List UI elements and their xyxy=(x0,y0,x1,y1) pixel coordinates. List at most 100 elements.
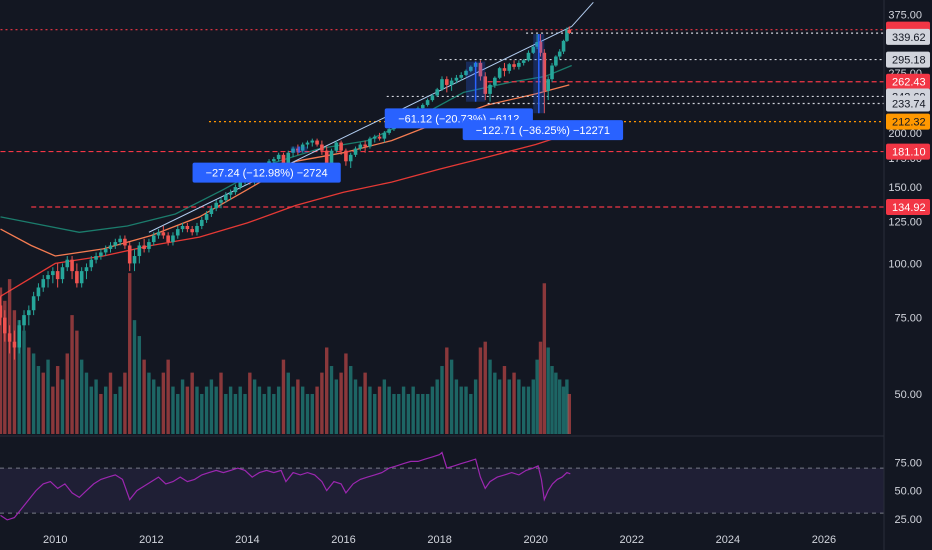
candle-body xyxy=(344,150,348,162)
candle-body xyxy=(493,77,497,85)
candle-body xyxy=(31,296,36,311)
candle-body xyxy=(79,271,84,284)
measure-boxes[interactable]: −27.24 (−12.98%) −2724−61.12 (−20.73%) −… xyxy=(192,34,624,183)
candle-body xyxy=(228,192,233,195)
volume-bar xyxy=(531,379,535,434)
candle xyxy=(387,127,391,135)
candle xyxy=(478,60,483,81)
candle xyxy=(507,62,512,74)
candle-body xyxy=(147,242,151,249)
measure-label-bg xyxy=(462,120,624,141)
moving-average-line xyxy=(0,132,572,297)
volume-bar xyxy=(488,359,492,434)
candle xyxy=(113,238,118,249)
candle xyxy=(368,136,372,149)
candle xyxy=(557,49,562,60)
candle xyxy=(310,138,315,147)
volume-bar xyxy=(224,393,228,434)
candle xyxy=(224,192,228,203)
candle xyxy=(175,225,180,239)
candle-body xyxy=(329,150,334,164)
candle xyxy=(488,83,492,102)
volume-bar xyxy=(171,386,175,434)
volume-bar xyxy=(276,386,281,434)
candle xyxy=(382,131,387,143)
measure-label: −122.71 (−36.25%) −12271 xyxy=(476,125,610,137)
candle xyxy=(65,256,70,272)
candle xyxy=(151,232,156,246)
price-tick-label: 50.00 xyxy=(894,389,922,401)
volume-bar xyxy=(421,393,425,434)
candle-body xyxy=(17,325,22,348)
candle xyxy=(469,65,473,73)
candle xyxy=(123,235,127,249)
candle-body xyxy=(567,29,572,33)
measure-tool[interactable]: −27.24 (−12.98%) −2724 xyxy=(192,146,341,183)
candle xyxy=(334,140,339,153)
volume-bar xyxy=(392,393,396,434)
price-tag: 295.18 xyxy=(886,51,930,68)
price-tag: 134.92 xyxy=(886,199,930,216)
price-tag-text: 233.74 xyxy=(892,99,926,111)
time-axis[interactable]: 2010 2012 2014 2016 2018 2020 2022 2024 2026 xyxy=(43,534,836,546)
price-tag-bg xyxy=(886,28,930,45)
candle xyxy=(445,76,449,93)
volume-bar xyxy=(315,386,319,434)
price-tag-bg xyxy=(886,95,930,112)
candle-body xyxy=(70,259,74,272)
time-tick-label: 2012 xyxy=(139,534,163,546)
volume-bar xyxy=(517,379,521,434)
candle xyxy=(449,77,454,91)
volume-bar xyxy=(305,393,310,434)
candle-body xyxy=(445,79,449,85)
volume-bar xyxy=(180,379,185,434)
candle-body xyxy=(156,232,161,236)
candle xyxy=(353,146,358,157)
rsi-panel xyxy=(0,451,884,521)
volume-bar xyxy=(200,393,204,434)
price-tick-label: 375.00 xyxy=(888,9,922,21)
volume-bar xyxy=(190,372,194,434)
candle xyxy=(7,325,12,354)
candle xyxy=(538,34,543,57)
candle-body xyxy=(151,235,156,243)
candle xyxy=(454,74,459,84)
candle-body xyxy=(483,76,488,94)
volume-bar xyxy=(31,353,36,434)
volume-bar xyxy=(310,393,314,434)
volume-bar xyxy=(478,347,483,434)
candle-body xyxy=(459,74,464,78)
candle-body xyxy=(454,77,459,81)
candle-body xyxy=(12,341,17,348)
candle-body xyxy=(7,333,12,342)
volume-bar xyxy=(243,393,247,434)
candle-body xyxy=(94,256,98,260)
volume-bar xyxy=(363,372,367,434)
candle xyxy=(425,98,430,107)
trendline xyxy=(571,2,594,27)
candle xyxy=(214,200,218,212)
candle xyxy=(228,189,233,201)
candle xyxy=(199,216,204,230)
volume-bar xyxy=(459,386,463,434)
rsi-band-fill xyxy=(0,468,884,514)
candle xyxy=(521,59,526,66)
volume-bar xyxy=(103,386,108,434)
volume-bar xyxy=(195,386,199,434)
candle xyxy=(561,39,566,55)
candle-body xyxy=(517,62,521,67)
candle xyxy=(70,256,74,280)
measure-tool[interactable]: −122.71 (−36.25%) −12271 xyxy=(462,34,624,141)
price-tag-bg xyxy=(886,143,930,160)
candle xyxy=(94,252,98,264)
volume-bar xyxy=(535,359,539,434)
volume-bar xyxy=(411,386,415,434)
candle xyxy=(204,211,209,223)
candle xyxy=(75,263,79,288)
volume-bar xyxy=(70,315,74,434)
candle xyxy=(363,140,367,153)
price-tag-text: 295.18 xyxy=(892,55,926,67)
trendline xyxy=(148,25,572,233)
